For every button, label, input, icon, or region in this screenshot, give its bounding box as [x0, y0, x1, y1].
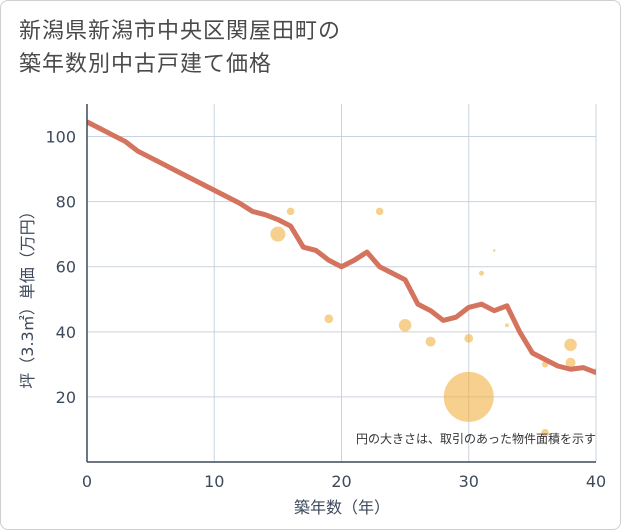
y-tick-label: 20 — [56, 388, 76, 407]
bubble-point — [443, 371, 494, 422]
bubble-point — [398, 319, 412, 332]
x-tick-label: 0 — [82, 472, 92, 491]
x-tick-label: 20 — [331, 472, 351, 491]
bubble-point — [425, 336, 436, 347]
y-axis-label: 坪（3.3㎡）単価（万円） — [18, 203, 37, 388]
bubble-point — [286, 207, 295, 216]
y-tick-label: 40 — [56, 323, 76, 342]
bubble-point — [492, 249, 496, 252]
x-tick-label: 10 — [204, 472, 224, 491]
bubble-point — [565, 357, 576, 368]
x-axis-label: 築年数（年） — [294, 498, 390, 517]
x-tick-label: 40 — [586, 472, 606, 491]
bubble-point — [464, 333, 474, 343]
bubble-point — [505, 323, 509, 328]
average-line-series — [87, 119, 596, 375]
bubble-series — [270, 207, 596, 437]
chart-title-line2: 築年数別中古戸建て価格 — [19, 52, 273, 77]
chart-title: 新潟県新潟市中央区関屋田町の 築年数別中古戸建て価格 — [19, 15, 341, 81]
y-tick-label: 100 — [45, 128, 76, 147]
bubble-point — [564, 338, 577, 352]
size-note: 円の大きさは、取引のあった物件面積を示す — [356, 431, 596, 446]
y-tick-label: 60 — [56, 258, 76, 277]
bubble-point — [270, 226, 286, 242]
bubble-point — [324, 314, 334, 324]
bubble-point — [478, 270, 484, 276]
y-tick-label: 80 — [56, 193, 76, 212]
average-line — [87, 119, 596, 375]
grid — [87, 104, 597, 462]
bubble-point — [375, 207, 384, 216]
bubble-point — [541, 428, 549, 437]
axes: 0 10 20 30 40 20 40 60 80 100 — [45, 104, 606, 491]
chart-title-line1: 新潟県新潟市中央区関屋田町の — [19, 19, 342, 44]
x-tick-label: 30 — [459, 472, 479, 491]
